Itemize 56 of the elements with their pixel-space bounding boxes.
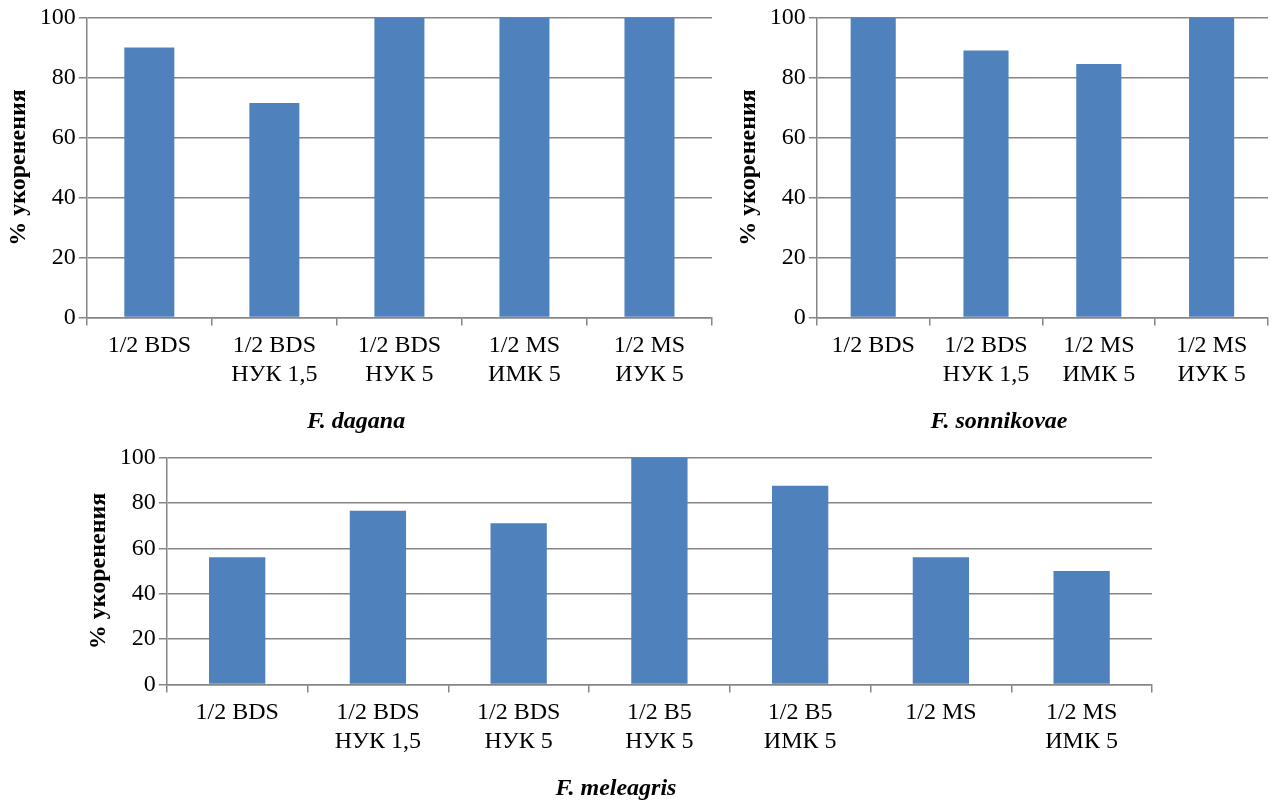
bar: [771, 485, 829, 684]
y-tick-label: 60: [131, 533, 156, 560]
y-tick-label: 80: [781, 62, 806, 89]
y-tick-label: 40: [51, 182, 76, 209]
bar: [209, 557, 266, 684]
x-tick-label: 1/2 MS ИМК 5: [1045, 698, 1118, 754]
x-tick-label: 1/2 MS ИМК 5: [1062, 331, 1136, 387]
bar: [912, 557, 970, 684]
y-tick-label: 0: [143, 669, 156, 696]
text: F. meleagris: [554, 773, 677, 800]
y-tick-label: 60: [51, 122, 76, 149]
bar: [249, 102, 300, 317]
x-tick-label: 1/2 BDS НУК 5: [476, 698, 561, 754]
x-tick-label: 1/2 BDS НУК 1,5: [231, 331, 318, 387]
x-tick-label: 1/2 MS ИМК 5: [488, 331, 561, 387]
y-tick-label: 20: [131, 624, 156, 651]
x-tick-label: 1/2 MS ИУК 5: [1175, 331, 1248, 387]
y-axis-title: % укоренения: [733, 89, 760, 246]
y-tick-label: 0: [63, 302, 76, 329]
y-tick-label: 40: [781, 182, 806, 209]
text: F. dagana: [305, 406, 406, 433]
y-tick-label: 100: [119, 442, 156, 469]
bar: [1076, 63, 1122, 317]
bar: [1189, 17, 1235, 317]
x-tick-label: 1/2 BDS: [195, 698, 279, 725]
y-tick-label: 40: [131, 579, 156, 606]
x-tick-label: 1/2 MS ИУК 5: [613, 331, 686, 387]
x-tick-label: 1/2 BDS НУК 1,5: [942, 331, 1030, 387]
x-tick-label: 1/2 BDS: [831, 331, 915, 358]
text: F. sonnikovae: [929, 406, 1068, 433]
x-tick-label: 1/2 B5 НУК 5: [625, 698, 694, 754]
y-tick-label: 80: [131, 488, 156, 515]
y-tick-label: 0: [793, 302, 806, 329]
y-tick-label: 100: [769, 2, 806, 29]
bar: [374, 17, 425, 317]
x-tick-label: 1/2 BDS НУК 1,5: [334, 698, 422, 754]
y-axis-title: % укоренения: [83, 492, 110, 650]
x-tick-label: 1/2 BDS: [107, 331, 191, 358]
bar: [499, 17, 550, 317]
x-tick-label: 1/2 BDS НУК 5: [357, 331, 442, 387]
y-tick-label: 20: [781, 242, 806, 269]
y-axis-title: % укоренения: [3, 89, 30, 246]
bar: [124, 47, 175, 317]
y-tick-label: 100: [39, 2, 76, 29]
bar: [1053, 571, 1110, 684]
y-tick-label: 20: [51, 242, 76, 269]
y-tick-label: 60: [781, 122, 806, 149]
bar: [624, 17, 675, 317]
x-tick-label: 1/2 MS: [905, 698, 977, 725]
y-tick-label: 80: [51, 62, 76, 89]
bar: [963, 50, 1009, 317]
bar: [850, 17, 896, 317]
bar: [631, 457, 688, 684]
bar: [490, 523, 547, 684]
x-tick-label: 1/2 B5 ИМК 5: [763, 698, 837, 754]
bar: [349, 510, 407, 684]
